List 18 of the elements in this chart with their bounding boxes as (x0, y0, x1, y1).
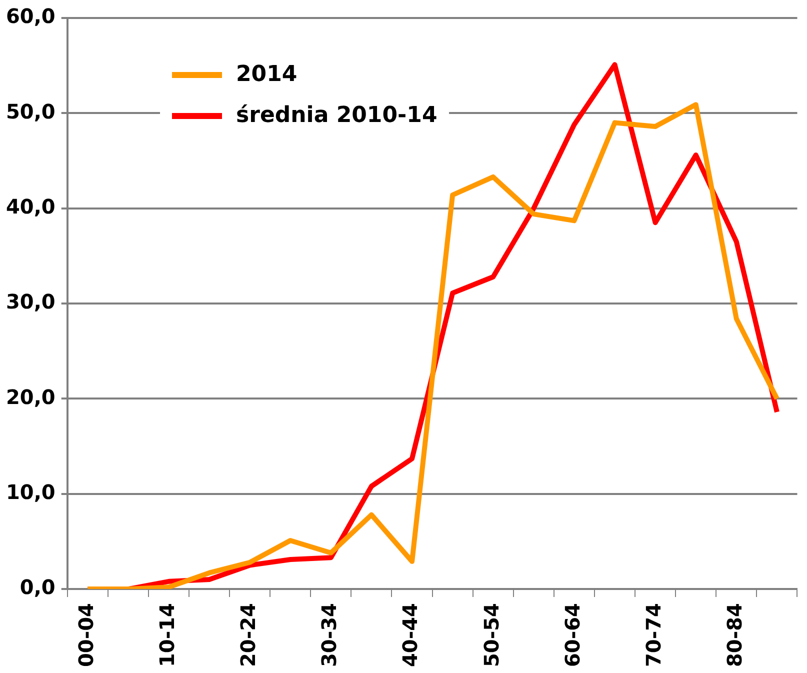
x-tick-label: 20-24 (236, 603, 260, 668)
y-tick-label: 60,0 (6, 4, 56, 28)
y-tick-label: 0,0 (20, 575, 56, 600)
y-tick-label: 50,0 (6, 99, 56, 124)
x-tick-label: 40-44 (398, 603, 422, 668)
legend-label: średnia 2010-14 (236, 103, 438, 128)
x-tick-label: 70-74 (642, 603, 666, 668)
x-tick-label: 30-34 (317, 603, 342, 668)
x-tick-label: 10-14 (154, 603, 179, 668)
x-tick-label: 80-84 (722, 603, 747, 668)
y-tick-label: 20,0 (6, 384, 56, 409)
legend-label: 2014 (236, 62, 298, 87)
y-tick-label: 10,0 (6, 480, 56, 504)
x-tick-label: 60-64 (560, 603, 584, 668)
y-tick-label: 40,0 (6, 194, 56, 219)
y-tick-label: 30,0 (6, 290, 56, 314)
x-tick-label: 50-54 (479, 603, 504, 668)
x-tick-label: 00-04 (74, 603, 98, 668)
